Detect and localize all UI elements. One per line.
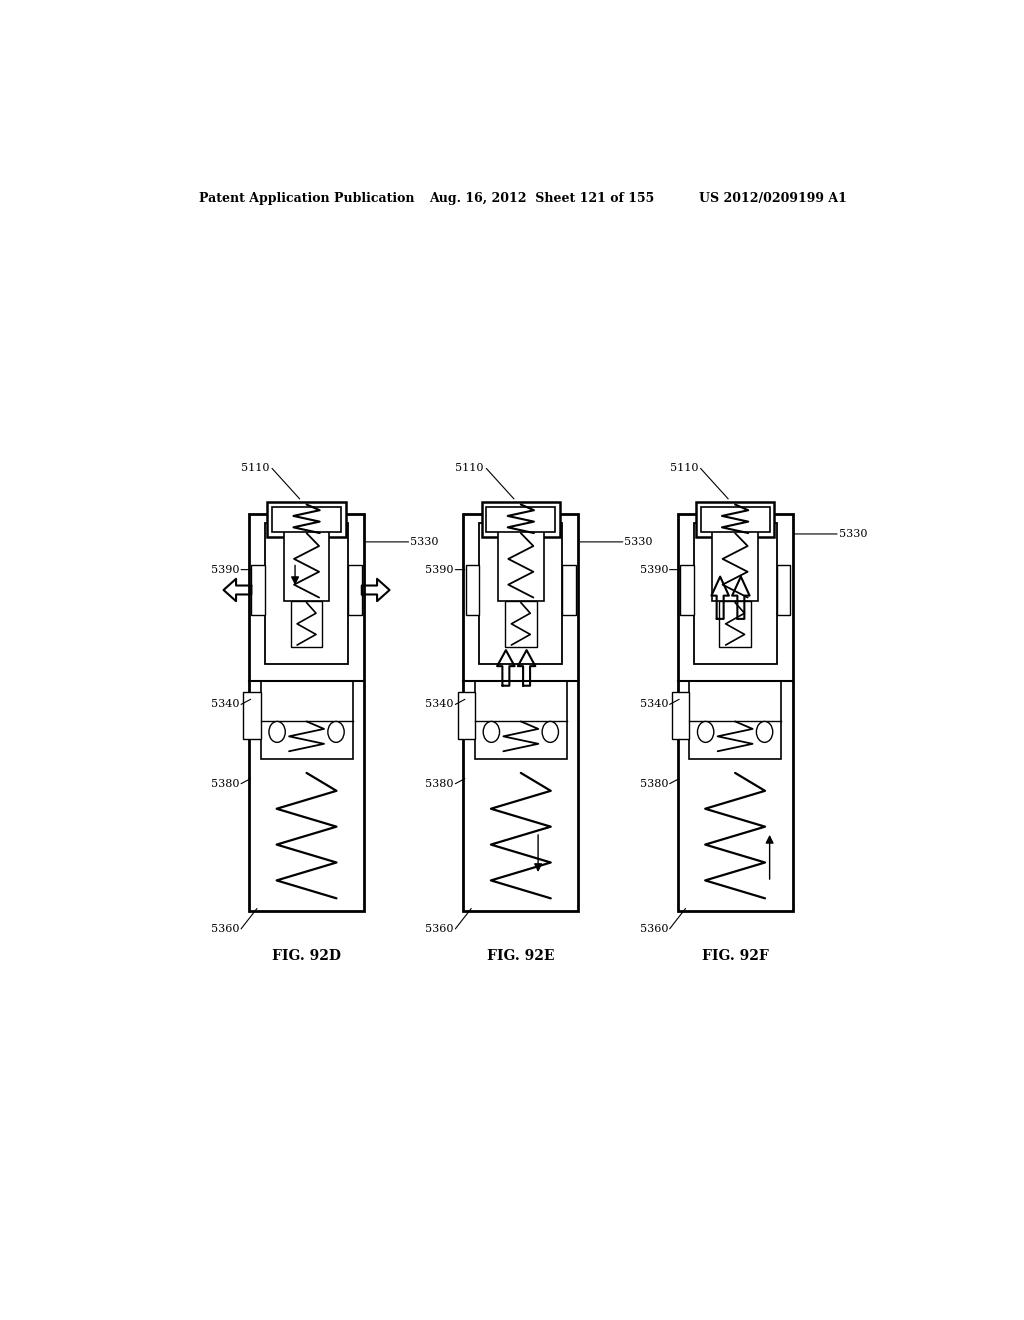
Bar [272, 507, 341, 532]
Bar [267, 502, 346, 537]
Bar [678, 515, 793, 911]
Bar [498, 531, 544, 601]
Circle shape [269, 722, 286, 742]
Text: FIG. 92E: FIG. 92E [487, 949, 555, 964]
Bar [291, 601, 323, 647]
Bar [696, 502, 774, 537]
Circle shape [757, 722, 773, 742]
Text: 5110: 5110 [456, 463, 484, 474]
Bar [265, 523, 348, 664]
Text: 5330: 5330 [625, 537, 653, 546]
Text: 5330: 5330 [411, 537, 438, 546]
Circle shape [542, 722, 558, 742]
Bar [260, 681, 352, 759]
Bar [244, 692, 260, 739]
Bar [562, 565, 577, 615]
Bar [458, 692, 475, 739]
Text: Aug. 16, 2012  Sheet 121 of 155: Aug. 16, 2012 Sheet 121 of 155 [430, 191, 654, 205]
Bar [720, 601, 751, 647]
Bar [680, 565, 693, 615]
Bar [466, 565, 479, 615]
Bar [463, 515, 579, 911]
Text: US 2012/0209199 A1: US 2012/0209199 A1 [699, 191, 847, 205]
Text: FIG. 92F: FIG. 92F [701, 949, 768, 964]
Bar [693, 523, 776, 664]
Bar [348, 565, 361, 615]
Text: 5360: 5360 [640, 924, 668, 933]
Bar [251, 565, 265, 615]
Text: 5340: 5340 [211, 700, 240, 709]
Text: 5380: 5380 [211, 779, 240, 788]
Bar [689, 681, 781, 759]
Text: 5340: 5340 [425, 700, 454, 709]
Text: 5340: 5340 [640, 700, 668, 709]
Text: 5380: 5380 [640, 779, 668, 788]
Bar [672, 692, 689, 739]
Text: FIG. 92D: FIG. 92D [272, 949, 341, 964]
Bar [486, 507, 555, 532]
Text: 5360: 5360 [211, 924, 240, 933]
Text: 5360: 5360 [425, 924, 454, 933]
Bar [284, 531, 330, 601]
Bar [481, 502, 560, 537]
Text: 5330: 5330 [839, 529, 867, 539]
Text: 5390: 5390 [211, 565, 240, 574]
Text: 5110: 5110 [242, 463, 269, 474]
Text: Patent Application Publication: Patent Application Publication [200, 191, 415, 205]
Bar [249, 515, 365, 911]
Bar [505, 601, 537, 647]
Circle shape [328, 722, 344, 742]
Text: 5390: 5390 [425, 565, 454, 574]
Text: 5380: 5380 [425, 779, 454, 788]
Bar [475, 681, 567, 759]
Circle shape [697, 722, 714, 742]
Bar [479, 523, 562, 664]
Circle shape [483, 722, 500, 742]
Text: 5110: 5110 [670, 463, 698, 474]
Text: 5390: 5390 [640, 565, 668, 574]
Bar [776, 565, 791, 615]
Bar [700, 507, 770, 532]
Bar [713, 531, 758, 601]
